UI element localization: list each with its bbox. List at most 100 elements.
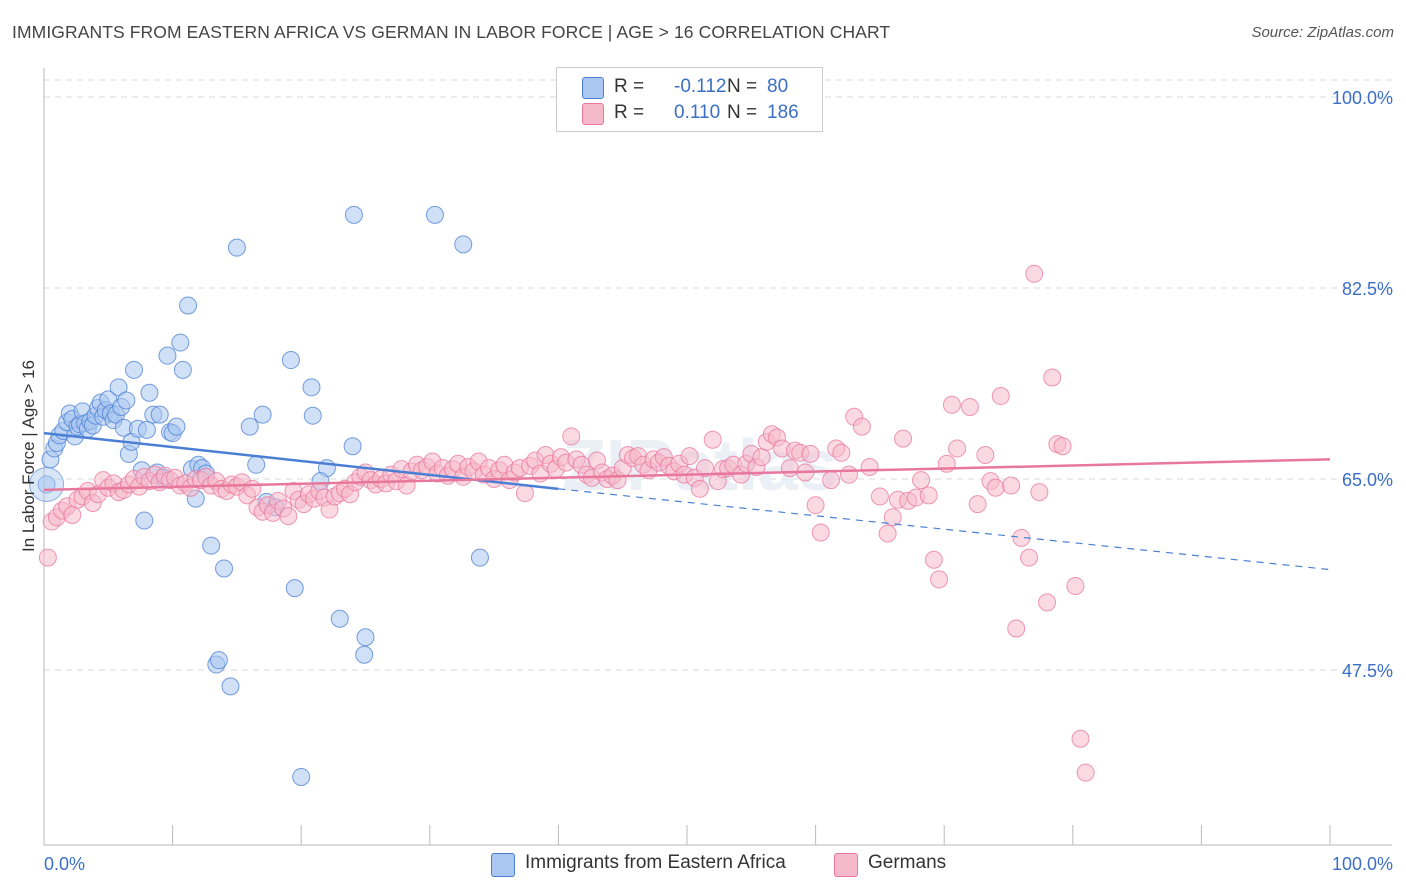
data-point bbox=[1066, 576, 1085, 595]
data-point bbox=[1030, 483, 1049, 502]
data-point bbox=[285, 579, 304, 598]
chart-title: IMMIGRANTS FROM EASTERN AFRICA VS GERMAN… bbox=[12, 22, 891, 42]
data-point bbox=[1020, 548, 1039, 567]
data-point bbox=[253, 405, 272, 424]
data-point bbox=[883, 508, 902, 527]
data-point bbox=[1076, 763, 1095, 782]
data-point bbox=[515, 484, 534, 503]
data-point bbox=[942, 395, 961, 414]
legend-r-label: R = bbox=[614, 102, 645, 123]
data-point bbox=[780, 459, 799, 478]
trend-line-germans bbox=[43, 458, 1331, 492]
data-point bbox=[811, 523, 830, 542]
data-point bbox=[562, 427, 581, 446]
data-point bbox=[919, 486, 938, 505]
series-germans bbox=[38, 264, 1095, 782]
data-point bbox=[343, 437, 362, 456]
data-point bbox=[302, 378, 321, 397]
data-point bbox=[470, 548, 489, 567]
y-axis-label: In Labor Force | Age > 16 bbox=[19, 360, 38, 552]
legend-r-label: R = bbox=[614, 76, 645, 97]
data-point bbox=[852, 417, 871, 436]
legend-swatch-blue bbox=[582, 77, 604, 99]
data-point bbox=[960, 397, 979, 416]
legend-r-value: -0.112 bbox=[674, 76, 727, 97]
trend-lines bbox=[43, 431, 1331, 571]
legend-swatch-pink bbox=[582, 103, 604, 125]
data-point bbox=[425, 205, 444, 224]
data-point bbox=[150, 405, 169, 424]
data-point bbox=[209, 651, 228, 670]
legend-label-immigrants: Immigrants from Eastern Africa bbox=[525, 852, 786, 873]
series-legend: Immigrants from Eastern Africa Germans bbox=[0, 852, 1406, 878]
data-point bbox=[279, 507, 298, 526]
data-point bbox=[215, 559, 234, 578]
data-point bbox=[158, 346, 177, 365]
data-point bbox=[690, 479, 709, 498]
y-tick-label: 65.0% bbox=[1342, 470, 1393, 490]
data-point bbox=[703, 430, 722, 449]
data-point bbox=[870, 487, 889, 506]
data-point bbox=[894, 429, 913, 448]
data-point bbox=[822, 471, 841, 490]
data-point-large bbox=[29, 466, 65, 502]
data-point bbox=[1007, 619, 1026, 638]
data-point bbox=[173, 360, 192, 379]
data-point bbox=[135, 511, 154, 530]
legend-n-value: 186 bbox=[767, 102, 799, 123]
data-point bbox=[968, 495, 987, 514]
y-tick-label: 100.0% bbox=[1332, 88, 1393, 108]
data-point bbox=[752, 448, 771, 467]
data-point bbox=[924, 550, 943, 569]
data-point bbox=[1053, 437, 1072, 456]
chart-source: Source: ZipAtlas.com bbox=[1251, 24, 1394, 41]
grid-lines bbox=[44, 79, 1392, 671]
legend-swatch-pink bbox=[834, 853, 858, 877]
data-point bbox=[227, 238, 246, 257]
legend-swatch-blue bbox=[491, 853, 515, 877]
legend-label-germans: Germans bbox=[868, 852, 947, 873]
data-point bbox=[991, 387, 1010, 406]
data-point bbox=[878, 524, 897, 543]
data-point bbox=[801, 444, 820, 463]
stats-legend: R = -0.112 N = 80 R = 0.110 N = 186 bbox=[556, 67, 823, 132]
data-point bbox=[1071, 729, 1090, 748]
legend-n-value: 80 bbox=[767, 76, 789, 97]
data-point bbox=[292, 767, 311, 786]
data-point bbox=[63, 506, 82, 525]
data-point bbox=[1002, 476, 1021, 495]
y-tick-label: 47.5% bbox=[1342, 661, 1393, 681]
data-point bbox=[1038, 593, 1057, 612]
data-point bbox=[355, 645, 374, 664]
data-point bbox=[240, 417, 259, 436]
data-point bbox=[202, 536, 221, 555]
data-point bbox=[680, 447, 699, 466]
legend-r-value: 0.110 bbox=[674, 102, 721, 123]
data-point bbox=[171, 333, 190, 352]
x-tick-labels: 0.0% 100.0% bbox=[44, 854, 1393, 874]
data-point bbox=[840, 465, 859, 484]
data-point bbox=[179, 296, 198, 315]
data-point bbox=[125, 360, 144, 379]
x-tick-label: 0.0% bbox=[44, 854, 85, 874]
y-tick-label: 82.5% bbox=[1342, 279, 1393, 299]
data-point bbox=[976, 445, 995, 464]
x-tick-label: 100.0% bbox=[1332, 854, 1393, 874]
data-point bbox=[806, 496, 825, 515]
y-tick-labels: 47.5% 65.0% 82.5% 100.0% bbox=[1332, 88, 1393, 681]
legend-n-label: N = bbox=[727, 76, 758, 97]
data-point bbox=[247, 455, 266, 474]
data-point bbox=[140, 383, 159, 402]
data-point bbox=[696, 459, 715, 478]
legend-n-label: N = bbox=[727, 102, 758, 123]
data-point bbox=[986, 478, 1005, 497]
data-point bbox=[860, 457, 879, 476]
data-point bbox=[1025, 264, 1044, 283]
data-point bbox=[117, 391, 136, 410]
data-point bbox=[38, 548, 57, 567]
data-point bbox=[344, 205, 363, 224]
data-point bbox=[832, 443, 851, 462]
data-point bbox=[330, 609, 349, 628]
data-point bbox=[948, 439, 967, 458]
